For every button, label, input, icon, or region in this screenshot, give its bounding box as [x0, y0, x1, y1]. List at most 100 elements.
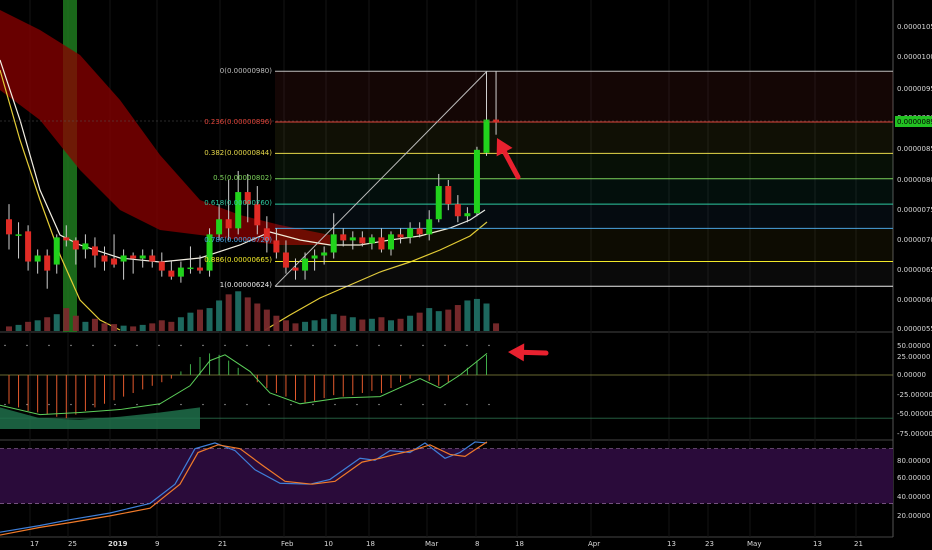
macd-dot	[444, 403, 446, 406]
volume-bar	[244, 297, 251, 331]
time-tick: 21	[218, 540, 227, 548]
macd-dot	[488, 403, 490, 406]
time-tick: Mar	[425, 540, 438, 548]
candle-body	[454, 204, 461, 217]
stochastic-pane[interactable]	[0, 441, 893, 536]
ema-long-line	[264, 221, 488, 331]
candle-body	[91, 246, 98, 256]
time-tick: 21	[854, 540, 863, 548]
candle-body	[483, 119, 490, 153]
macd-dot	[136, 344, 138, 347]
fib-label-236: 0.236(0.00000896)	[204, 118, 272, 126]
candle-body	[15, 234, 22, 236]
macd-dot	[400, 403, 402, 406]
macd-tick: -75.00000	[897, 430, 932, 438]
volume-bar	[34, 320, 41, 331]
volume-bar	[321, 318, 328, 331]
candle-body	[187, 267, 194, 270]
time-tick: 18	[515, 540, 524, 548]
price-tick: 0.00000600	[897, 296, 932, 304]
volume-bar	[15, 324, 22, 331]
price-tick: 0.00001050	[897, 23, 932, 31]
candle-body	[101, 255, 108, 262]
arrow-head	[508, 343, 525, 362]
time-tick: 13	[667, 540, 676, 548]
candle-body	[349, 237, 356, 241]
stoch-tick: 40.00000	[897, 493, 930, 501]
candle-body	[445, 186, 452, 205]
volume-bar	[263, 309, 270, 331]
volume-bar	[378, 317, 385, 331]
volume-bar	[368, 318, 375, 331]
volume-bar	[187, 312, 194, 331]
stoch-d-line	[0, 441, 488, 536]
candle-body	[302, 258, 309, 271]
macd-dot	[334, 344, 336, 347]
volume-bar	[177, 317, 184, 331]
volume-bar	[111, 324, 118, 331]
time-tick: 2019	[108, 540, 128, 548]
fib-label-618: 0.618(0.00000760)	[204, 199, 272, 207]
stoch-axis[interactable]: 80.00000 60.00000 40.00000 20.00000	[897, 457, 930, 520]
macd-dot	[312, 344, 314, 347]
time-tick: Apr	[588, 540, 600, 548]
candle-body	[235, 192, 242, 229]
macd-dot	[70, 344, 72, 347]
macd-dot	[268, 403, 270, 406]
volume-bar	[311, 320, 318, 331]
price-tick: 0.00000850	[897, 145, 932, 153]
fib-label-0: 0(0.00000980)	[220, 67, 272, 75]
time-tick: 23	[705, 540, 714, 548]
macd-tick: 50.00000	[897, 342, 930, 350]
fib-zone	[275, 261, 893, 287]
candle-body	[407, 228, 414, 238]
arrow-shaft	[521, 349, 549, 356]
stoch-tick: 80.00000	[897, 457, 930, 465]
candle-body	[254, 204, 261, 226]
candle-body	[44, 255, 51, 271]
arrow-head	[496, 138, 513, 157]
volume-bar	[216, 300, 223, 331]
axes: 0.00001050 0.00001000 0.00000950 0.00000…	[30, 23, 932, 548]
volume-bar	[426, 308, 433, 331]
current-price-badge: 0.00000894	[895, 116, 932, 127]
time-tick: 13	[813, 540, 822, 548]
macd-dot	[224, 403, 226, 406]
volume-bar	[63, 308, 70, 331]
macd-dot	[202, 344, 204, 347]
stoch-band	[0, 448, 893, 504]
candle-body	[263, 228, 270, 241]
time-tick: 8	[475, 540, 479, 548]
time-tick: 17	[30, 540, 39, 548]
candle-body	[244, 192, 251, 205]
price-pane[interactable]	[0, 0, 894, 538]
candle-body	[359, 237, 366, 244]
volume-bar	[273, 315, 280, 331]
time-tick: Feb	[281, 540, 294, 548]
volume-bar	[435, 311, 442, 331]
candle-body	[311, 255, 318, 259]
macd-signal-line	[0, 353, 488, 416]
macd-dot	[48, 403, 50, 406]
macd-dot	[400, 344, 402, 347]
macd-dot	[268, 344, 270, 347]
price-axis[interactable]: 0.00001050 0.00001000 0.00000950 0.00000…	[897, 23, 932, 333]
macd-dot	[356, 344, 358, 347]
fib-label-886: 0.886(0.00000665)	[204, 256, 272, 264]
current-price-label: 0.00000894	[897, 118, 932, 126]
volume-bar	[91, 318, 98, 331]
fib-zone	[275, 204, 893, 229]
macd-pane[interactable]	[0, 344, 893, 429]
macd-dot	[158, 344, 160, 347]
candle-body	[53, 237, 60, 265]
macd-axis[interactable]: 50.00000 25.00000 0.00000 -25.00000 -50.…	[897, 342, 932, 438]
time-axis[interactable]: 17 25 2019 9 21 Feb 10 18 Mar 8 18 Apr 1…	[30, 540, 863, 548]
macd-dot	[180, 344, 182, 347]
macd-tick: -25.00000	[897, 391, 932, 399]
macd-dot	[422, 344, 424, 347]
macd-dot	[26, 344, 28, 347]
fib-zone	[275, 228, 893, 262]
price-tick: 0.00000650	[897, 266, 932, 274]
